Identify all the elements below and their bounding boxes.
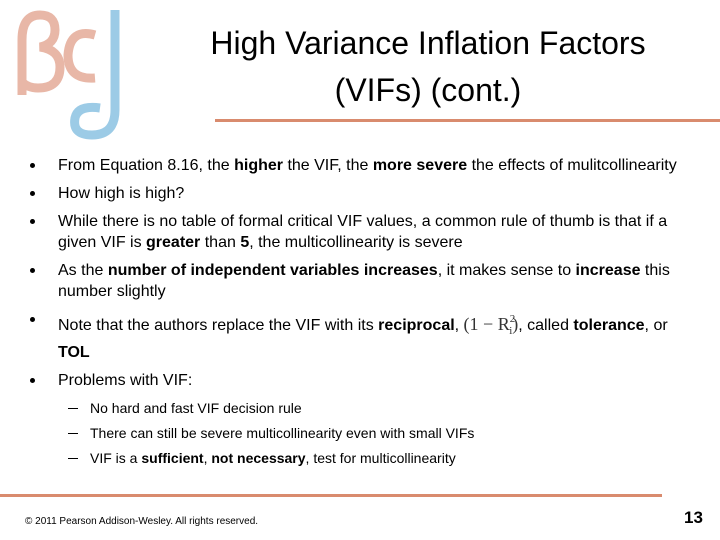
- bullet-list: From Equation 8.16, the higher the VIF, …: [0, 155, 720, 468]
- bullet-item: While there is no table of formal critic…: [0, 211, 686, 253]
- text-run: No hard and fast VIF decision rule: [90, 400, 302, 416]
- text-run: From Equation 8.16, the: [58, 157, 235, 174]
- text-run: increase: [575, 262, 641, 279]
- text-run: (1 − R: [463, 314, 510, 334]
- text-run: VIF is a: [90, 450, 142, 466]
- sub-bullet-item: No hard and fast VIF decision rule: [0, 398, 690, 418]
- title-rule: [215, 119, 720, 122]
- text-run: As the: [58, 262, 108, 279]
- text-run: 2: [509, 313, 516, 325]
- text-run: sufficient: [141, 450, 204, 466]
- logo-c: [63, 29, 97, 83]
- text-run: greater: [146, 234, 201, 251]
- text-run: not necessary: [211, 450, 306, 466]
- text-run: reciprocal: [378, 317, 455, 334]
- text-run: , the multicollinearity is severe: [249, 234, 463, 251]
- logo-d: [70, 10, 120, 140]
- bullet-item: As the number of independent variables i…: [0, 260, 686, 302]
- sub-bullet-item: VIF is a sufficient, not necessary, test…: [0, 448, 690, 468]
- text-run: How high is high?: [58, 185, 185, 202]
- text-run: ,: [203, 450, 212, 466]
- page-number: 13: [684, 508, 703, 527]
- text-run: ,: [454, 317, 464, 334]
- logo: [17, 10, 120, 140]
- text-run: There can still be severe multicollinear…: [90, 425, 475, 441]
- text-run: Problems with VIF:: [58, 372, 193, 389]
- text-run: more severe: [372, 157, 468, 174]
- text-run: than: [200, 234, 241, 251]
- text-run: 5: [240, 234, 250, 251]
- logo-beta: [17, 10, 65, 95]
- bullet-item: From Equation 8.16, the higher the VIF, …: [0, 155, 686, 176]
- text-run: ): [512, 314, 519, 334]
- text-run: Note that the authors replace the VIF wi…: [58, 317, 379, 334]
- text-run: , or: [644, 317, 668, 334]
- sub-bullet-item: There can still be severe multicollinear…: [0, 423, 690, 443]
- text-run: , called: [518, 317, 574, 334]
- text-run: the VIF, the: [283, 157, 373, 174]
- text-run: the effects of mulitcollinearity: [467, 157, 677, 174]
- bullet-item: Note that the authors replace the VIF wi…: [0, 309, 686, 363]
- text-run: number of independent variables increase…: [107, 262, 438, 279]
- text-run: , it makes sense to: [437, 262, 576, 279]
- bullet-item: Problems with VIF:: [0, 370, 686, 391]
- text-run: , test for multicollinearity: [305, 450, 456, 466]
- bullet-item: How high is high?: [0, 183, 686, 204]
- copyright: © 2011 Pearson Addison-Wesley. All right…: [25, 516, 259, 527]
- text-run: While there is no table of formal critic…: [58, 213, 668, 251]
- text-run: i: [509, 325, 513, 337]
- text-run: this number slightly: [58, 262, 670, 300]
- text-run: higher: [234, 157, 283, 174]
- footer-rule: [0, 494, 662, 497]
- slide-title: High Variance Inflation Factors (VIFs) (…: [210, 25, 646, 108]
- text-run: tolerance: [573, 317, 645, 334]
- text-run: TOL: [58, 344, 90, 361]
